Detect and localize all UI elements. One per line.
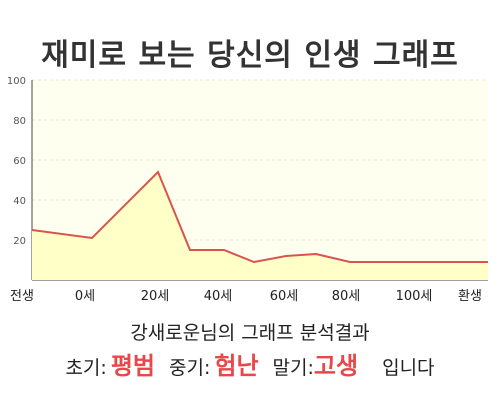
x-axis: 전생 0세 20세 40세 60세 80세 100세 환생 <box>10 279 488 304</box>
series-line <box>31 170 488 264</box>
y-tick-label: 40 <box>13 196 26 207</box>
x-tick-label: 20세 <box>141 289 170 304</box>
x-tick-label: 환생 <box>458 289 482 304</box>
late-value: 고생 <box>313 352 359 380</box>
y-tick-label: 60 <box>13 156 26 167</box>
early-value: 평범 <box>110 352 155 380</box>
x-tick-label: 60세 <box>270 289 299 304</box>
x-tick-label: 0세 <box>75 289 95 304</box>
x-tick-label: 100세 <box>396 289 433 304</box>
x-tick-label: 40세 <box>204 289 233 304</box>
chart-title: 재미로 보는 당신의 인생 그래프 <box>41 38 459 73</box>
life-graph-chart: 20 40 60 80 100 전생 0세 20세 40세 60세 80세 100세 환생 <box>7 76 488 304</box>
y-tick-label: 100 <box>7 76 26 87</box>
x-tick-label: 80세 <box>332 289 361 304</box>
late-label: 말기: <box>272 357 314 379</box>
y-axis: 20 40 60 80 100 <box>7 76 33 280</box>
middle-value: 험난 <box>214 352 259 380</box>
y-tick-label: 20 <box>13 236 26 247</box>
y-tick-label: 80 <box>13 116 26 127</box>
plot-area <box>31 170 488 280</box>
result-summary: 초기: 평범 중기: 험난 말기: 고생 입니다 <box>0 346 500 381</box>
middle-label: 중기: <box>169 357 211 379</box>
result-suffix: 입니다 <box>382 357 435 379</box>
result-title: 강새로운님의 그래프 분석결과 <box>130 322 370 344</box>
early-label: 초기: <box>65 357 107 379</box>
x-tick-label: 전생 <box>10 289 34 304</box>
series-area <box>32 172 488 280</box>
